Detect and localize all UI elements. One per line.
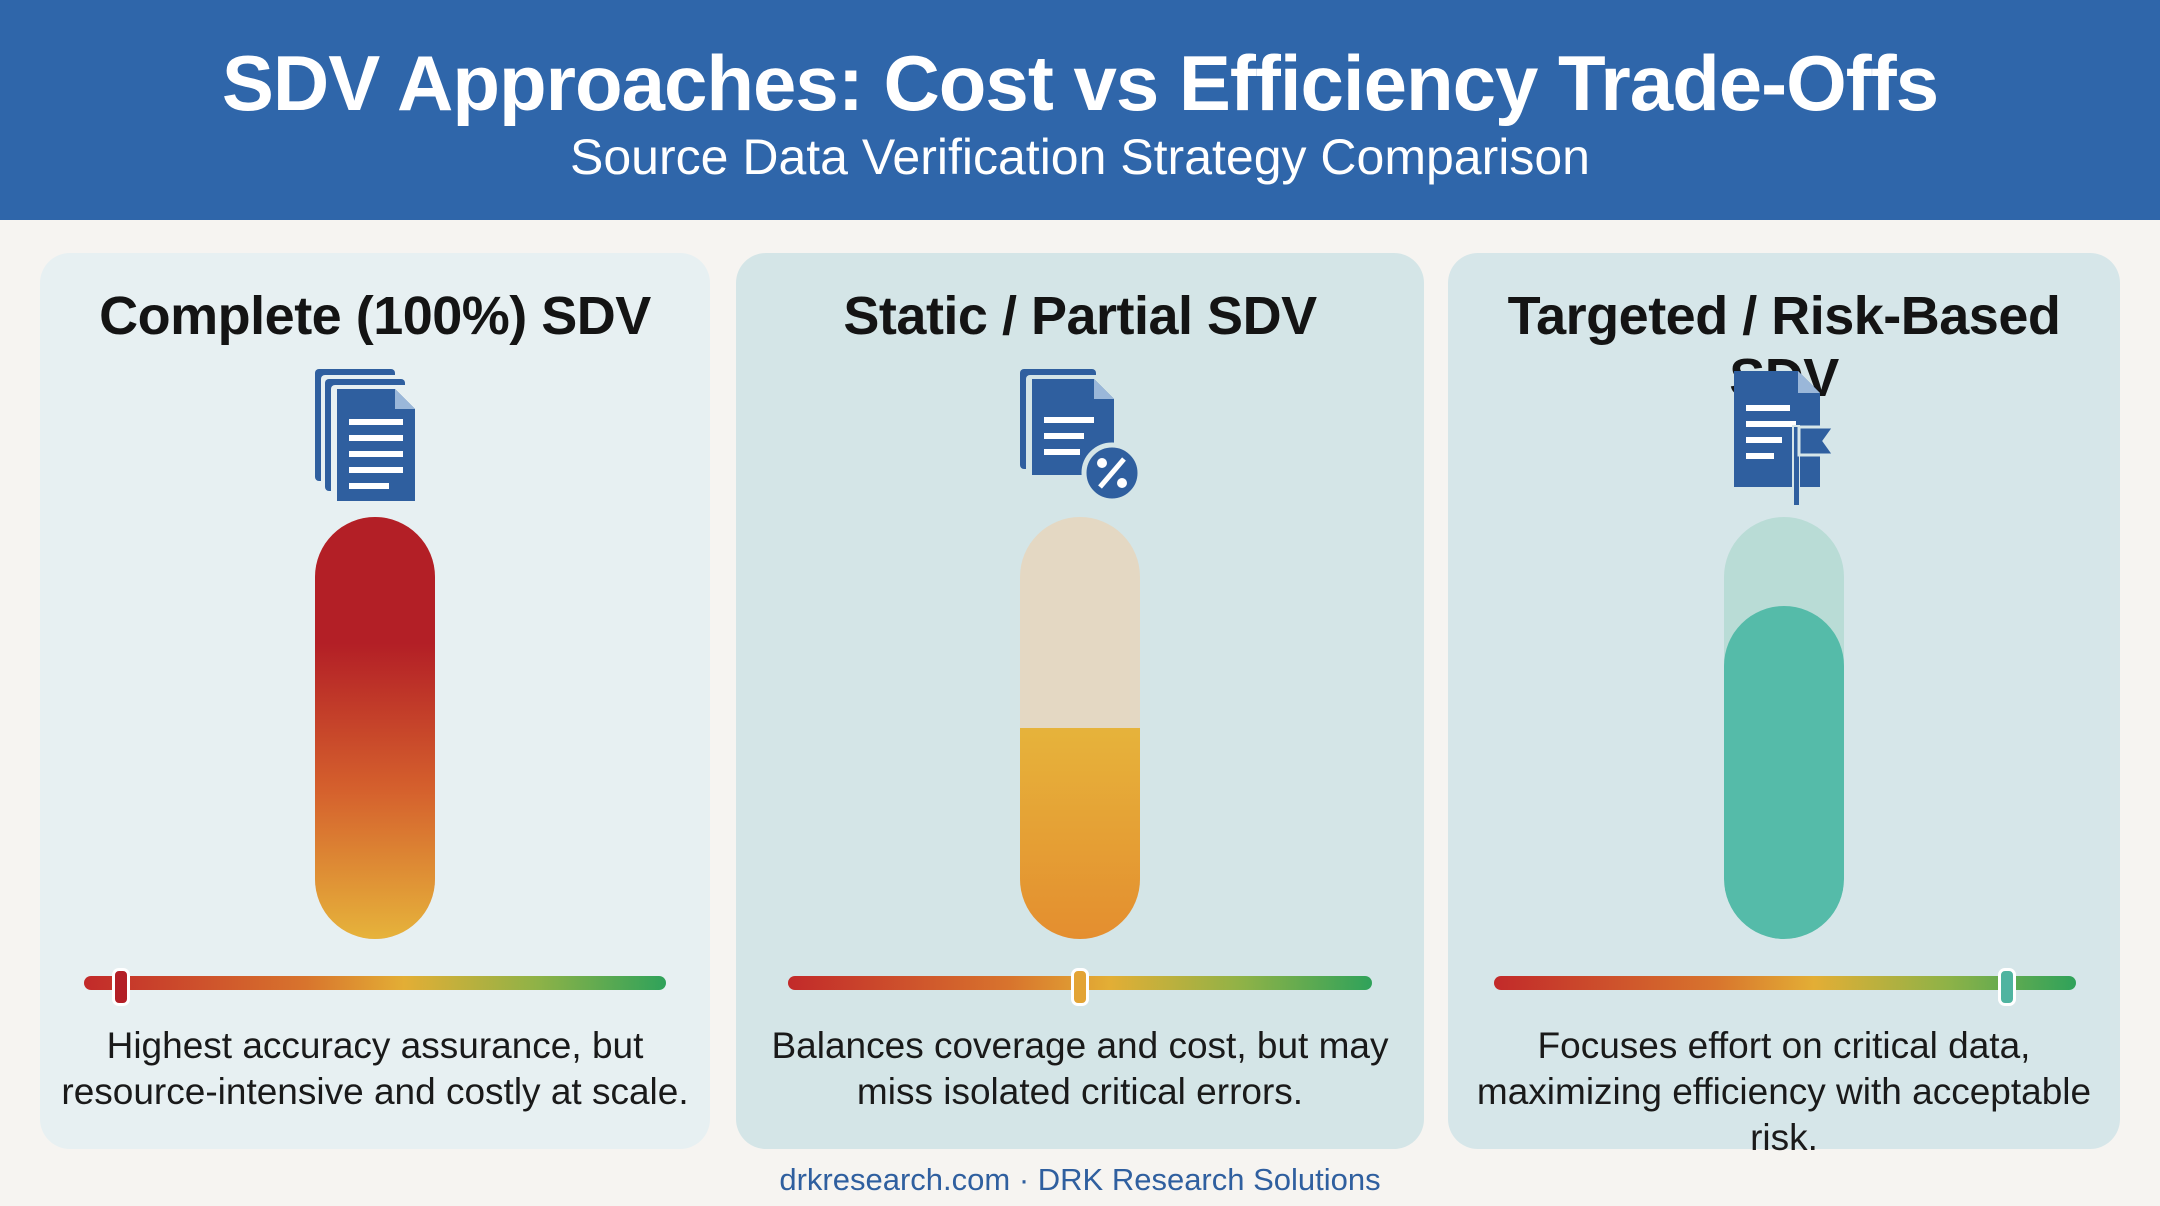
stacked-documents-icon: [315, 369, 415, 501]
panel-title: Complete (100%) SDV: [99, 286, 651, 346]
gauge-fill: [1020, 728, 1140, 939]
description-line: miss isolated critical errors.: [856, 1071, 1304, 1112]
slider-thumb: [112, 968, 130, 1006]
header-banner: SDV Approaches: Cost vs Efficiency Trade…: [0, 0, 2160, 220]
page-subtitle: Source Data Verification Strategy Compar…: [570, 129, 1590, 185]
page-title: SDV Approaches: Cost vs Efficiency Trade…: [221, 39, 1939, 127]
gauge-fill: [1724, 605, 1844, 939]
cost-gauge: [1020, 517, 1140, 939]
document-flag-icon: [1734, 371, 1837, 505]
cost-gauge: [315, 517, 435, 939]
panel-description: Focuses effort on critical data, maximiz…: [1458, 1023, 2110, 1161]
documents-percent-icon: [1020, 369, 1143, 504]
gauge-fill: [315, 517, 435, 939]
description-line: Highest accuracy assurance, but: [106, 1025, 644, 1066]
panel-description: Balances coverage and cost, but may miss…: [746, 1023, 1414, 1115]
description-line: resource-intensive and costly at scale.: [61, 1071, 689, 1112]
slider-thumb: [1998, 968, 2016, 1006]
efficiency-slider: [84, 968, 666, 1006]
panel-title: Static / Partial SDV: [843, 286, 1317, 346]
footer-credit[interactable]: drkresearch.com · DRK Research Solutions: [779, 1162, 1381, 1197]
slider-track: [84, 976, 666, 990]
description-line: Balances coverage and cost, but may: [771, 1025, 1389, 1066]
panel-targeted-risk-based-sdv: Targeted / Risk-Based SDV Focuses effort…: [1448, 253, 2120, 1158]
panel-static-partial-sdv: Static / Partial SDV Balances coverage a…: [736, 253, 1424, 1149]
cost-gauge: [1724, 517, 1844, 939]
slider-track: [1494, 976, 2076, 990]
panel-complete-sdv: Complete (100%) SDV Highest accuracy ass…: [40, 253, 710, 1149]
panel-description: Highest accuracy assurance, but resource…: [50, 1023, 700, 1115]
description-line: Focuses effort on critical data,: [1537, 1025, 2031, 1066]
efficiency-slider: [1494, 968, 2076, 1006]
slider-thumb: [1071, 968, 1089, 1006]
description-line: maximizing efficiency with acceptable ri…: [1476, 1071, 2092, 1158]
efficiency-slider: [788, 968, 1372, 1006]
